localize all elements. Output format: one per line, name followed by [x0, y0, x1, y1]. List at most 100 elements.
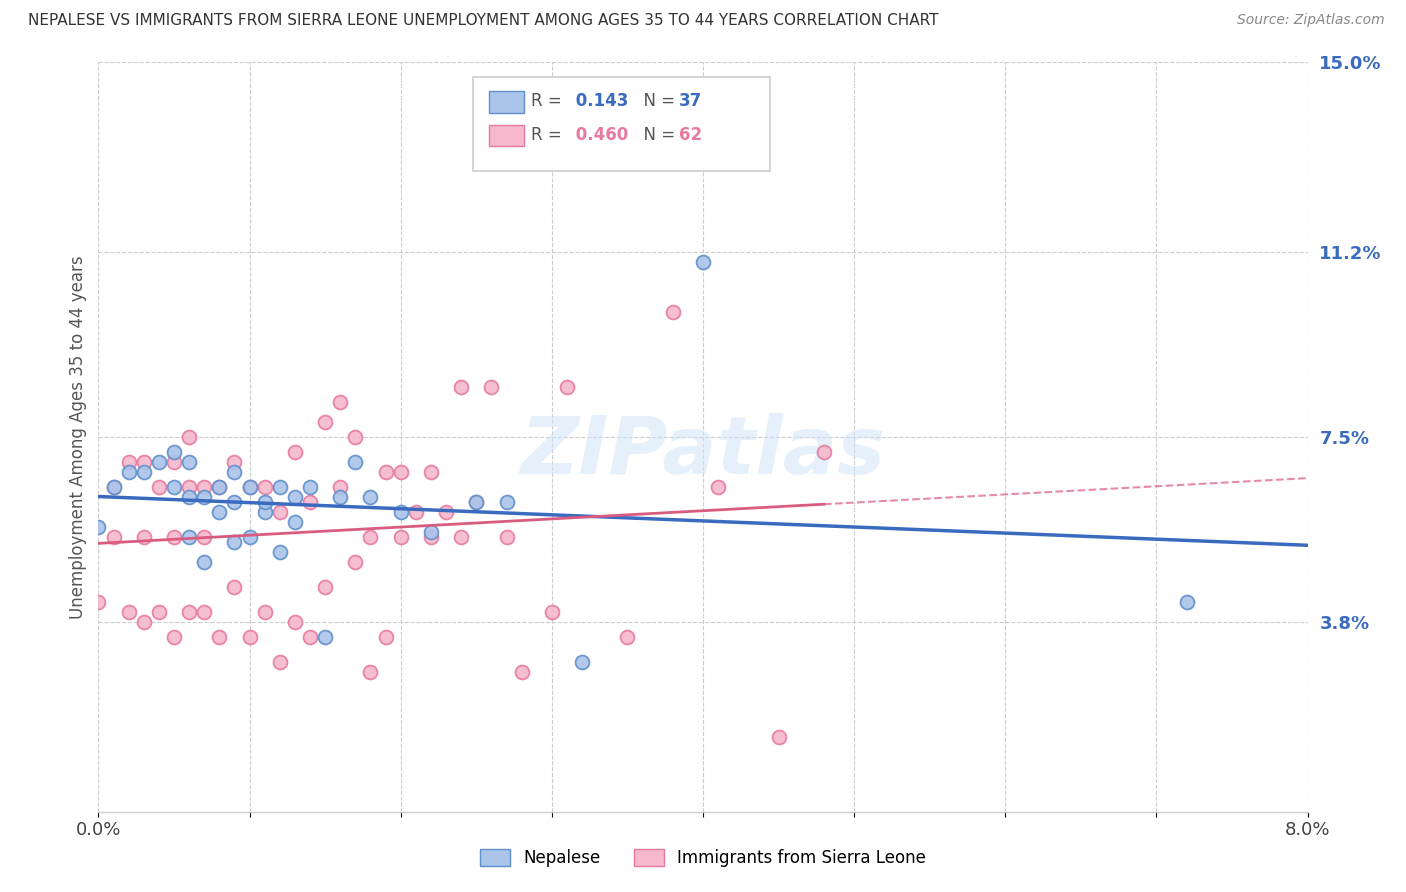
Text: 0.143: 0.143 — [569, 93, 628, 111]
Point — [661, 305, 683, 319]
Point — [224, 465, 246, 479]
Y-axis label: Unemployment Among Ages 35 to 44 years: Unemployment Among Ages 35 to 44 years — [69, 255, 87, 619]
Point — [118, 605, 141, 619]
Point — [87, 520, 110, 534]
Point — [495, 495, 517, 509]
Point — [540, 605, 562, 619]
Point — [193, 555, 215, 569]
Point — [344, 555, 367, 569]
Point — [450, 380, 472, 394]
Point — [555, 380, 578, 394]
Point — [253, 480, 276, 494]
Text: 37: 37 — [679, 93, 702, 111]
Point — [103, 480, 125, 494]
Point — [132, 530, 155, 544]
Point — [284, 445, 307, 459]
Point — [163, 630, 186, 644]
Point — [450, 530, 472, 544]
Point — [179, 530, 201, 544]
FancyBboxPatch shape — [474, 78, 769, 171]
Point — [465, 495, 488, 509]
Point — [193, 605, 215, 619]
Point — [389, 530, 412, 544]
Point — [269, 545, 291, 559]
Point — [208, 480, 231, 494]
Text: N =: N = — [633, 93, 681, 111]
Point — [118, 455, 141, 469]
Point — [692, 255, 714, 269]
Point — [179, 605, 201, 619]
Point — [193, 490, 215, 504]
Point — [163, 530, 186, 544]
Point — [224, 495, 246, 509]
Text: N =: N = — [633, 126, 681, 145]
Point — [465, 495, 488, 509]
Point — [148, 455, 170, 469]
Point — [103, 530, 125, 544]
Point — [179, 455, 201, 469]
Point — [193, 480, 215, 494]
Point — [118, 465, 141, 479]
Point — [253, 495, 276, 509]
Point — [132, 615, 155, 629]
Point — [360, 490, 382, 504]
Point — [420, 465, 443, 479]
Point — [616, 630, 638, 644]
Point — [314, 630, 336, 644]
Point — [389, 505, 412, 519]
Point — [253, 505, 276, 519]
Point — [510, 665, 533, 679]
Text: Source: ZipAtlas.com: Source: ZipAtlas.com — [1237, 13, 1385, 28]
Point — [495, 530, 517, 544]
Point — [253, 605, 276, 619]
Point — [163, 445, 186, 459]
Point — [314, 415, 336, 429]
Point — [224, 580, 246, 594]
Point — [707, 480, 730, 494]
Point — [163, 480, 186, 494]
Point — [239, 630, 262, 644]
Point — [239, 480, 262, 494]
Text: 0.460: 0.460 — [569, 126, 628, 145]
Point — [208, 630, 231, 644]
Point — [224, 535, 246, 549]
Point — [360, 530, 382, 544]
Point — [148, 605, 170, 619]
FancyBboxPatch shape — [489, 91, 524, 112]
Text: NEPALESE VS IMMIGRANTS FROM SIERRA LEONE UNEMPLOYMENT AMONG AGES 35 TO 44 YEARS : NEPALESE VS IMMIGRANTS FROM SIERRA LEONE… — [28, 13, 939, 29]
Point — [374, 630, 396, 644]
Point — [179, 430, 201, 444]
Point — [768, 730, 790, 744]
Point — [269, 655, 291, 669]
Point — [208, 505, 231, 519]
Text: ZIPatlas: ZIPatlas — [520, 413, 886, 491]
Point — [87, 595, 110, 609]
Point — [132, 455, 155, 469]
Point — [813, 445, 835, 459]
Text: 62: 62 — [679, 126, 702, 145]
Point — [299, 495, 322, 509]
Point — [420, 530, 443, 544]
Point — [405, 505, 427, 519]
Point — [481, 380, 503, 394]
Legend: Nepalese, Immigrants from Sierra Leone: Nepalese, Immigrants from Sierra Leone — [479, 849, 927, 867]
Point — [344, 455, 367, 469]
Text: R =: R = — [531, 126, 567, 145]
Point — [329, 480, 352, 494]
Text: R =: R = — [531, 93, 567, 111]
Point — [103, 480, 125, 494]
Point — [374, 465, 396, 479]
Point — [239, 530, 262, 544]
Point — [179, 480, 201, 494]
Point — [299, 630, 322, 644]
Point — [284, 615, 307, 629]
Point — [344, 430, 367, 444]
Point — [193, 530, 215, 544]
Point — [148, 480, 170, 494]
Point — [224, 455, 246, 469]
Point — [571, 655, 593, 669]
Point — [434, 505, 457, 519]
Point — [420, 524, 443, 539]
Point — [329, 490, 352, 504]
Point — [163, 455, 186, 469]
